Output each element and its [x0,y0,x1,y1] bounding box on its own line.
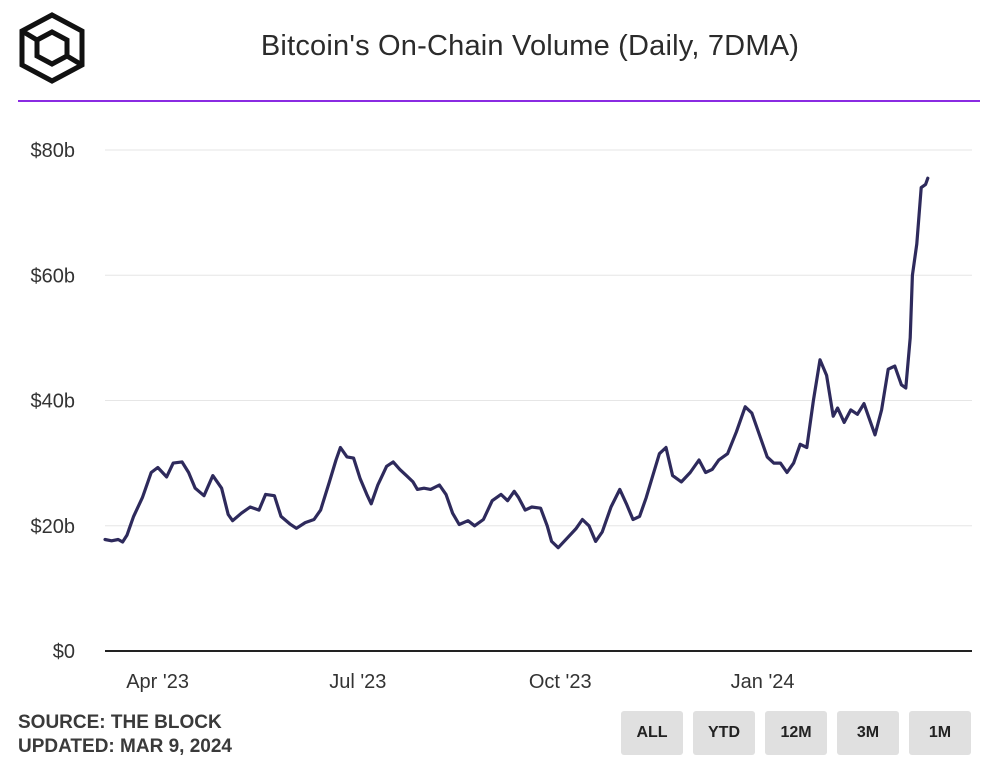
range-button-all[interactable]: ALL [621,711,683,755]
source-text: SOURCE: THE BLOCK [18,712,222,733]
y-tick-label: $0 [53,641,75,663]
range-button-12m[interactable]: 12M [765,711,827,755]
y-tick-label: $20b [31,516,76,538]
updated-text: UPDATED: MAR 9, 2024 [18,736,232,757]
x-tick-label: Jan '24 [731,671,795,693]
y-tick-label: $40b [31,391,76,413]
chart-title: Bitcoin's On-Chain Volume (Daily, 7DMA) [260,30,800,62]
range-button-ytd[interactable]: YTD [693,711,755,755]
x-tick-label: Apr '23 [126,671,189,693]
range-button-3m[interactable]: 3M [837,711,899,755]
title-divider [18,100,980,102]
range-button-1m[interactable]: 1M [909,711,971,755]
line-chart: $0 $20b $40b $60b $80b Apr '23 Jul '23 Oct '23 J… [31,140,972,693]
x-tick-label: Oct '23 [529,671,592,693]
footer: SOURCE: THE BLOCK UPDATED: MAR 9, 2024 [18,711,232,759]
x-tick-label: Jul '23 [329,671,386,693]
y-tick-label: $80b [31,140,76,162]
y-tick-label: $60b [31,265,76,287]
range-buttons: ALL YTD 12M 3M 1M [621,711,971,755]
the-block-logo-icon [18,12,86,84]
series-line [103,176,930,550]
